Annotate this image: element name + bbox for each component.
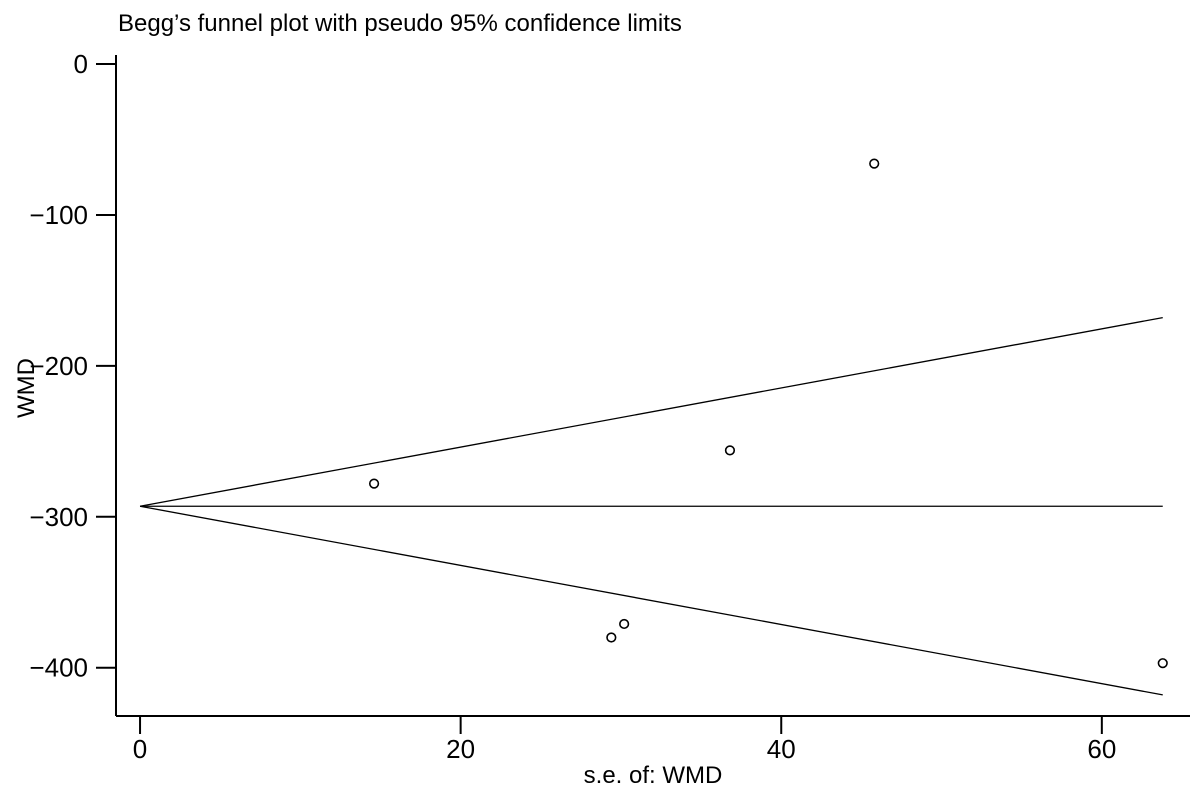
- data-point-1: [368, 478, 380, 489]
- funnel-lines: [139, 316, 1163, 696]
- data-points: [368, 158, 1168, 669]
- x-tick-label: 0: [133, 734, 147, 764]
- y-tick-label: −400: [29, 653, 88, 683]
- x-tick-label: 40: [767, 734, 796, 764]
- y-tick-label: 0: [74, 49, 88, 79]
- x-tick-label: 20: [446, 734, 475, 764]
- chart-title: Begg’s funnel plot with pseudo 95% confi…: [118, 10, 682, 37]
- axes: 0 −100 −200 −300 −400 0 20 40 60: [29, 49, 1190, 764]
- y-tick-label: −200: [29, 351, 88, 381]
- y-axis-label: WMD: [13, 358, 40, 418]
- data-point-5: [869, 158, 880, 169]
- data-point-2: [606, 632, 617, 643]
- y-tick-label: −300: [29, 502, 88, 532]
- funnel-upper-limit: [139, 316, 1163, 507]
- funnel-lower-limit: [139, 505, 1163, 696]
- data-point-3: [619, 618, 630, 630]
- x-tick-label: 60: [1087, 734, 1116, 764]
- data-point-6: [1157, 658, 1168, 669]
- y-tick-label: −100: [29, 200, 88, 230]
- x-axis-label: s.e. of: WMD: [584, 762, 723, 789]
- data-point-4: [724, 445, 736, 456]
